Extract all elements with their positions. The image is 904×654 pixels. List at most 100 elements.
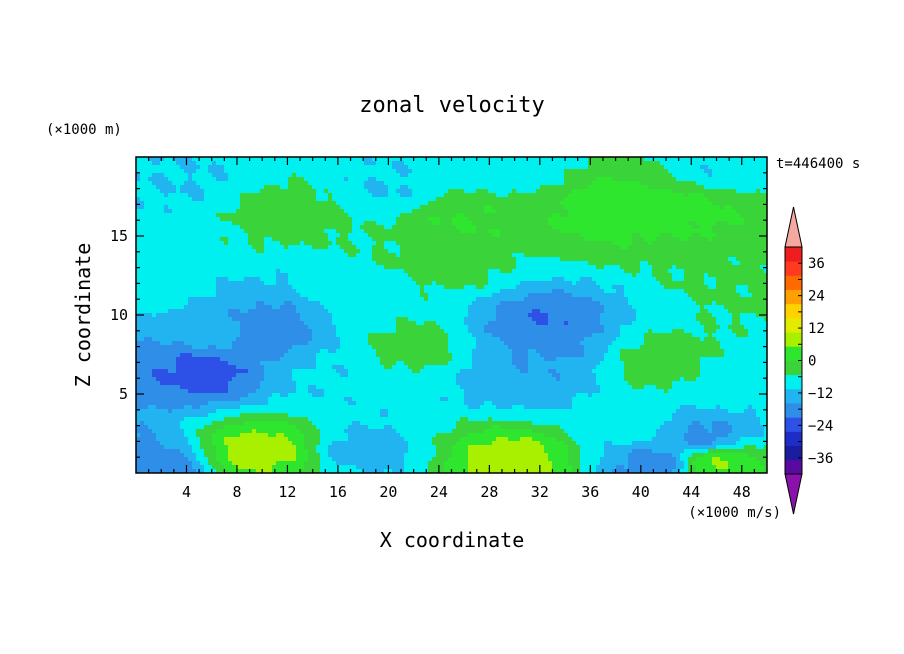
contour-cell — [532, 201, 537, 206]
contour-cell — [740, 197, 745, 202]
contour-cell — [488, 197, 493, 202]
contour-cell — [168, 269, 173, 274]
contour-cell — [620, 185, 625, 190]
contour-cell — [612, 169, 617, 174]
contour-cell — [436, 205, 441, 210]
contour-cell — [144, 253, 149, 258]
contour-cell — [288, 261, 293, 266]
contour-cell — [668, 173, 673, 178]
contour-cell — [632, 217, 637, 222]
contour-cell — [700, 165, 705, 170]
contour-cell — [228, 225, 233, 230]
contour-cell — [668, 161, 673, 166]
contour-cell — [672, 181, 677, 186]
contour-cell — [324, 161, 329, 166]
contour-cell — [492, 237, 497, 242]
contour-cell — [504, 185, 509, 190]
contour-cell — [268, 189, 273, 194]
contour-cell — [404, 237, 409, 242]
contour-cell — [360, 157, 365, 162]
contour-cell — [508, 249, 513, 254]
contour-cell — [760, 253, 765, 258]
contour-cell — [480, 237, 485, 242]
contour-cell — [664, 265, 669, 270]
contour-cell — [144, 165, 149, 170]
contour-cell — [500, 213, 505, 218]
contour-cell — [364, 177, 369, 182]
contour-cell — [764, 185, 767, 190]
contour-cell — [508, 261, 513, 266]
contour-cell — [444, 209, 449, 214]
contour-cell — [536, 161, 541, 166]
contour-cell — [648, 177, 653, 182]
contour-cell — [316, 189, 321, 194]
contour-cell — [336, 249, 341, 254]
contour-cell — [184, 225, 189, 230]
contour-cell — [508, 157, 513, 162]
contour-cell — [204, 185, 209, 190]
contour-cell — [680, 245, 685, 250]
contour-cell — [656, 165, 661, 170]
contour-cell — [148, 273, 153, 278]
contour-cell — [456, 281, 461, 286]
contour-cell — [736, 269, 741, 274]
contour-cell — [580, 209, 585, 214]
contour-cell — [208, 161, 213, 166]
contour-cell — [604, 261, 609, 266]
contour-cell — [580, 221, 585, 226]
contour-cell — [144, 265, 149, 270]
contour-cell — [516, 161, 521, 166]
contour-cell — [260, 229, 265, 234]
contour-cell — [708, 209, 713, 214]
contour-cell — [196, 269, 201, 274]
contour-cell — [188, 281, 193, 286]
contour-cell — [552, 217, 557, 222]
contour-cell — [396, 213, 401, 218]
contour-cell — [532, 185, 537, 190]
contour-cell — [616, 241, 621, 246]
contour-cell — [444, 257, 449, 262]
contour-cell — [152, 157, 157, 162]
contour-cell — [692, 277, 697, 282]
contour-cell — [736, 217, 741, 222]
contour-cell — [164, 233, 169, 238]
contour-cell — [356, 181, 361, 186]
contour-cell — [304, 185, 309, 190]
contour-cell — [504, 245, 509, 250]
contour-cell — [284, 237, 289, 242]
contour-cell — [424, 229, 429, 234]
contour-cell — [416, 169, 421, 174]
contour-cell — [264, 281, 269, 286]
contour-cell — [708, 241, 713, 246]
contour-cell — [548, 221, 553, 226]
contour-cell — [612, 245, 617, 250]
contour-cell — [652, 265, 657, 270]
contour-cell — [628, 245, 633, 250]
contour-cell — [680, 249, 685, 254]
contour-cell — [400, 193, 405, 198]
contour-cell — [416, 253, 421, 258]
contour-cell — [460, 173, 465, 178]
contour-cell — [380, 233, 385, 238]
contour-cell — [296, 193, 301, 198]
contour-cell — [304, 233, 309, 238]
contour-cell — [536, 193, 541, 198]
contour-cell — [144, 261, 149, 266]
contour-cell — [328, 273, 333, 278]
contour-cell — [256, 233, 261, 238]
contour-cell — [440, 221, 445, 226]
contour-cell — [400, 245, 405, 250]
contour-cell — [372, 197, 377, 202]
contour-cell — [664, 233, 669, 238]
contour-cell — [296, 249, 301, 254]
contour-cell — [344, 157, 349, 162]
contour-cell — [756, 169, 761, 174]
contour-cell — [440, 161, 445, 166]
contour-cell — [296, 281, 301, 286]
contour-cell — [636, 221, 641, 226]
contour-cell — [476, 225, 481, 230]
contour-cell — [272, 277, 277, 282]
contour-cell — [612, 221, 617, 226]
contour-cell — [588, 225, 593, 230]
contour-cell — [384, 169, 389, 174]
